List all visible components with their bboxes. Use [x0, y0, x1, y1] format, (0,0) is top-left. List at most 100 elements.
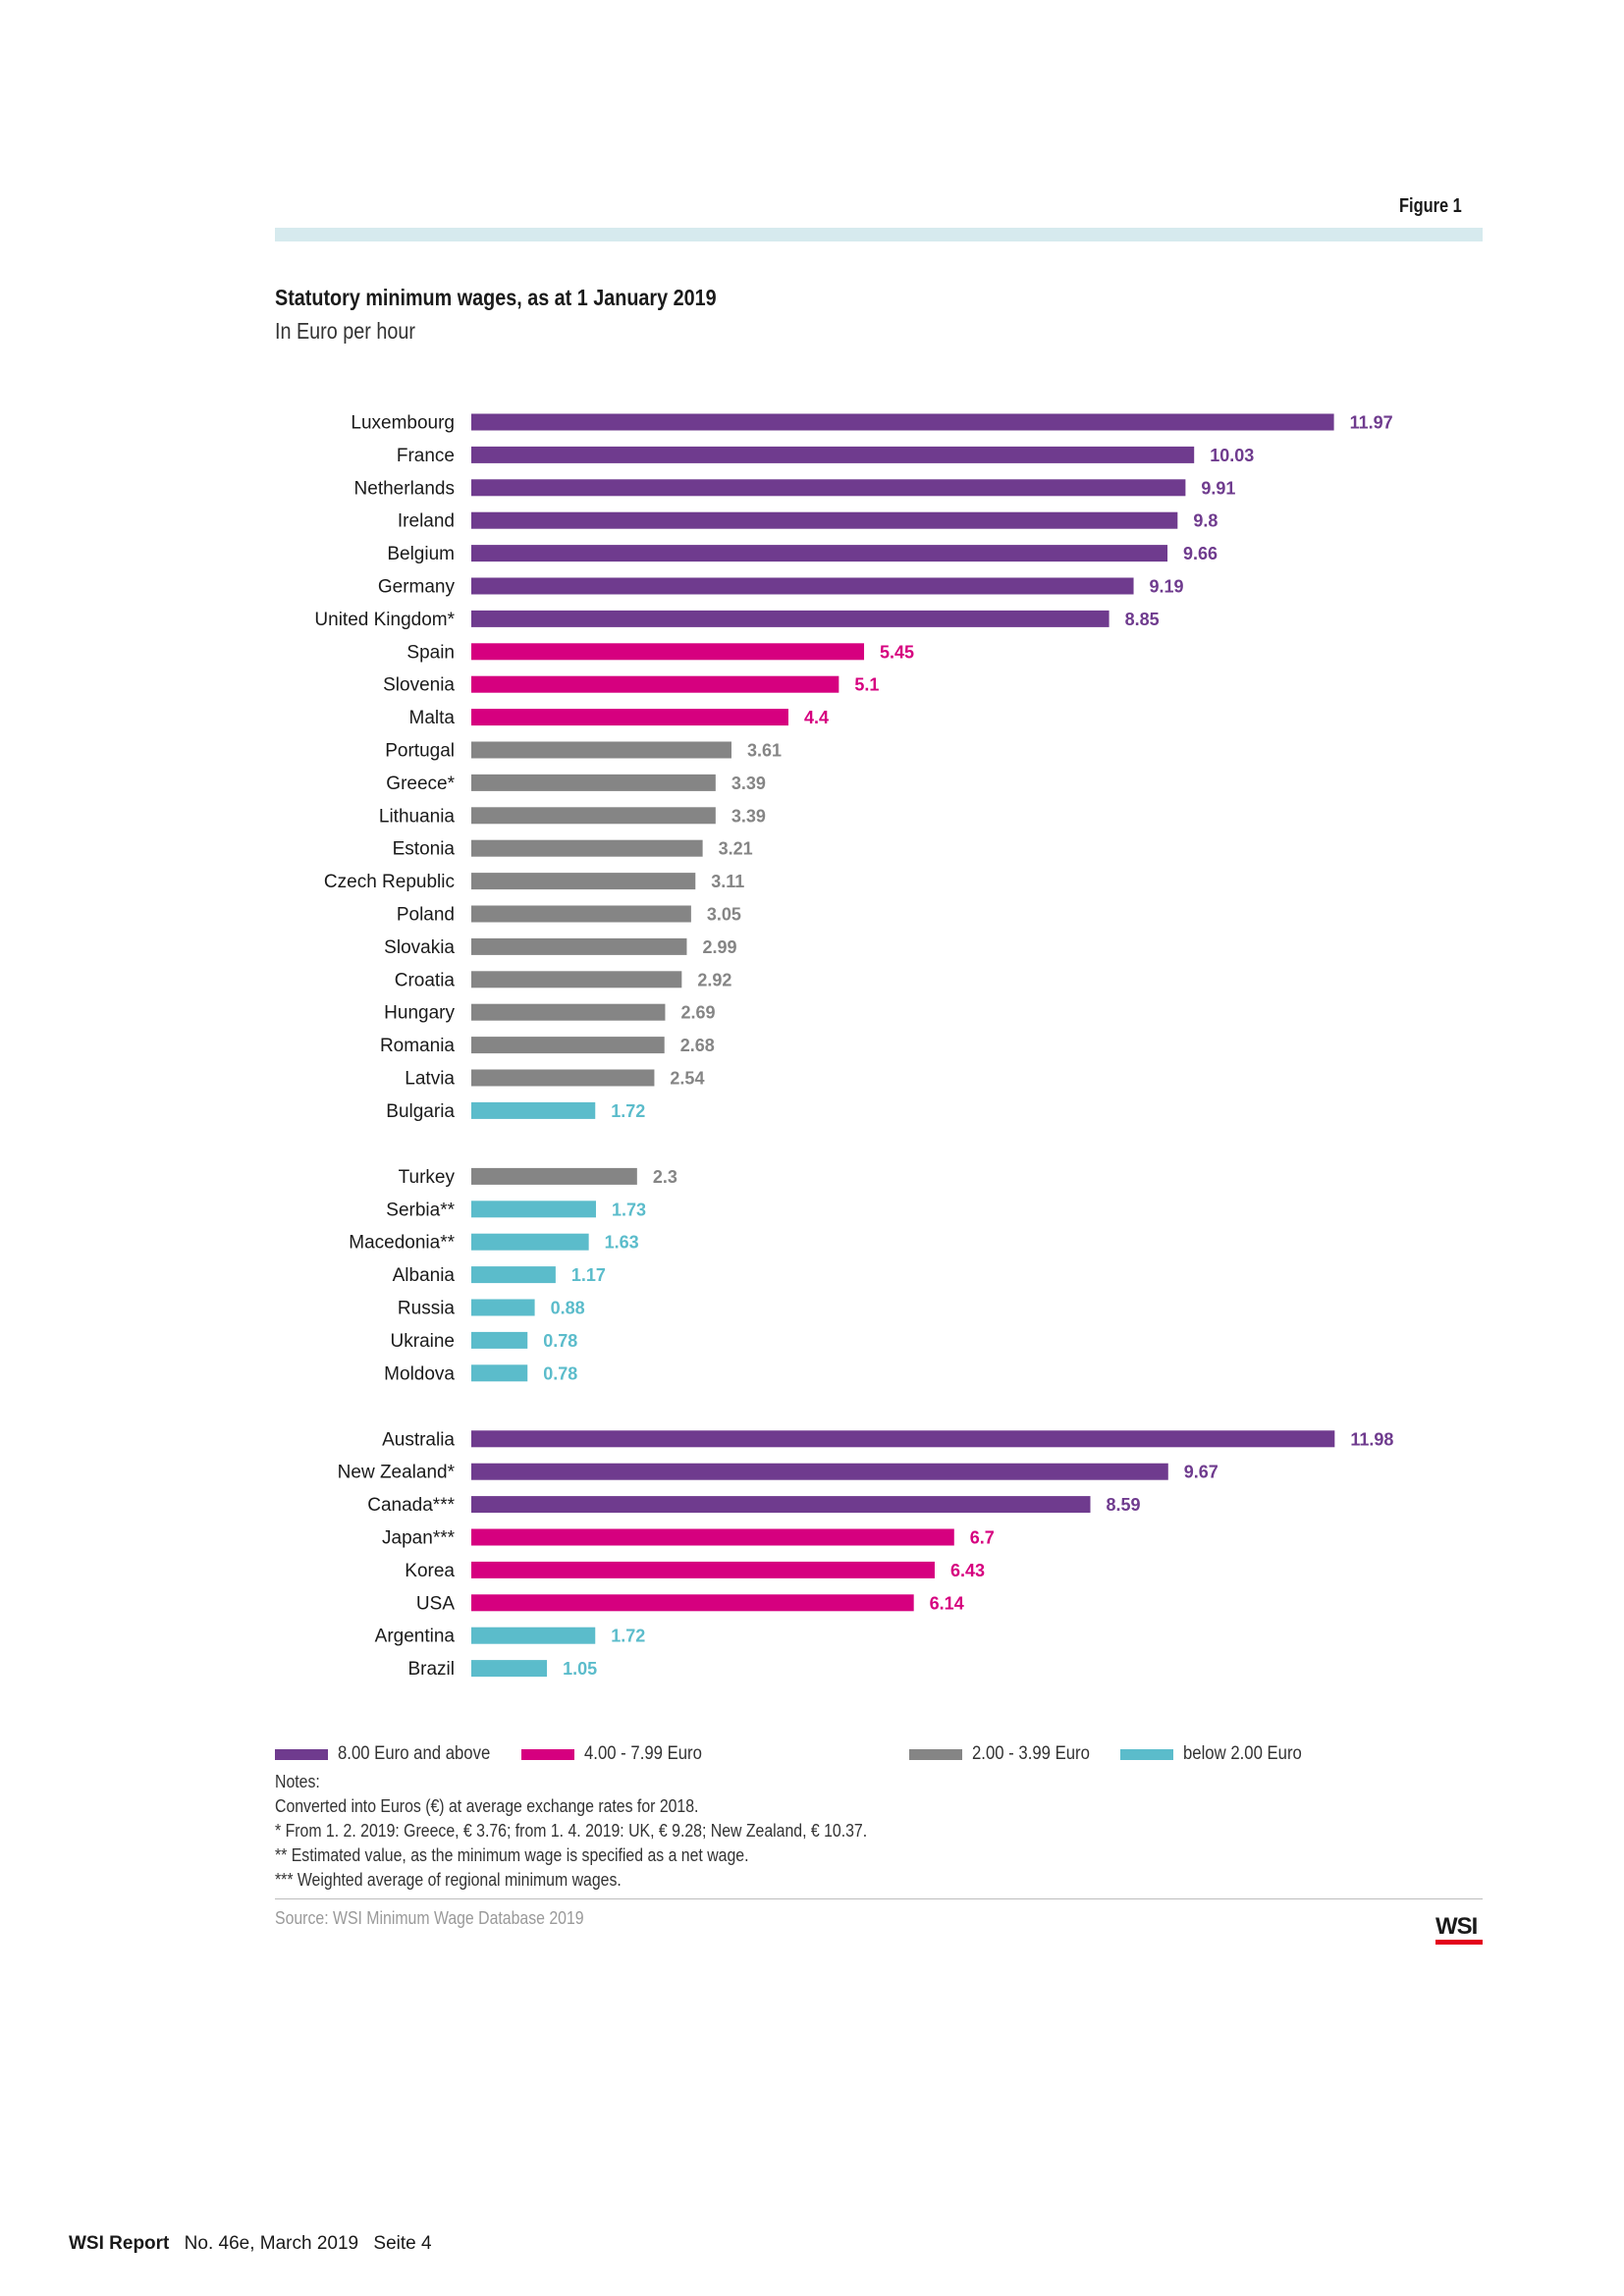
bar — [471, 446, 1195, 463]
bar — [471, 1167, 637, 1185]
value-label: 1.73 — [612, 1200, 646, 1219]
category-label: Slovakia — [384, 937, 455, 958]
value-label: 2.3 — [653, 1167, 677, 1187]
value-label: 11.98 — [1350, 1429, 1393, 1449]
category-label: Bulgaria — [386, 1101, 455, 1122]
footer-issue: No. 46e, March 2019 — [184, 2233, 359, 2254]
source-note: Source: WSI Minimum Wage Database 2019 — [275, 1908, 584, 1928]
wsi-logo: WSI — [1435, 1914, 1483, 1948]
bar — [471, 709, 788, 726]
legend-item-band-1: 8.00 Euro and above — [275, 1743, 511, 1765]
legend-item-band-4: below 2.00 Euro — [1120, 1743, 1318, 1765]
value-label: 5.45 — [880, 642, 914, 662]
category-label: Argentina — [375, 1627, 456, 1647]
logo-text: WSI — [1435, 1913, 1478, 1940]
bar-chart: Luxembourg 11.97 France 10.03 Netherlands 9.9… — [314, 413, 1393, 1681]
top-rule — [275, 228, 1483, 241]
bar — [471, 1299, 535, 1316]
bar — [471, 1627, 596, 1644]
bar — [471, 675, 839, 693]
category-label: Australia — [382, 1429, 455, 1450]
logo-underline — [1435, 1940, 1483, 1945]
legend-label-band-3: 2.00 - 3.99 Euro — [972, 1743, 1090, 1764]
value-label: 3.05 — [707, 905, 741, 925]
bar — [471, 1594, 914, 1612]
note-line: ** Estimated value, as the minimum wage … — [275, 1845, 749, 1865]
value-label: 3.21 — [719, 839, 753, 859]
category-label: Portugal — [385, 741, 455, 762]
chart-subtitle: In Euro per hour — [275, 318, 415, 344]
category-label: Moldova — [384, 1363, 455, 1384]
value-label: 8.85 — [1125, 610, 1160, 629]
category-label: Turkey — [399, 1167, 456, 1188]
bar — [471, 937, 687, 955]
chart-title: Statutory minimum wages, as at 1 January… — [275, 285, 717, 310]
legend-label-band-4: below 2.00 Euro — [1183, 1743, 1302, 1764]
category-label: Czech Republic — [324, 872, 455, 892]
bar — [471, 1660, 548, 1678]
category-label: Germany — [378, 577, 456, 598]
bar — [471, 1201, 596, 1218]
legend-label-band-1: 8.00 Euro and above — [338, 1743, 491, 1764]
footer-page: Seite 4 — [373, 2233, 432, 2254]
category-label: United Kingdom* — [314, 610, 455, 630]
bottom-rule — [275, 1898, 1483, 1899]
value-label: 4.4 — [804, 708, 829, 727]
category-label: Korea — [405, 1561, 455, 1581]
value-label: 9.8 — [1193, 511, 1218, 531]
bar — [471, 839, 703, 857]
bar — [471, 577, 1134, 595]
value-label: 1.63 — [605, 1233, 639, 1253]
value-label: 10.03 — [1210, 446, 1254, 465]
value-label: 3.11 — [711, 872, 744, 891]
bar — [471, 873, 696, 890]
category-label: USA — [416, 1593, 455, 1614]
category-label: Netherlands — [354, 478, 455, 499]
category-label: New Zealand* — [338, 1463, 456, 1483]
value-label: 3.39 — [731, 806, 766, 826]
bar — [471, 643, 865, 661]
category-label: France — [397, 446, 455, 466]
value-label: 2.92 — [697, 970, 731, 989]
value-label: 9.19 — [1150, 577, 1184, 597]
value-label: 9.67 — [1184, 1463, 1218, 1482]
category-label: Slovenia — [383, 675, 455, 696]
bar — [471, 971, 682, 988]
value-label: 11.97 — [1350, 413, 1393, 433]
value-label: 6.43 — [950, 1561, 985, 1580]
category-label: Greece* — [386, 774, 455, 794]
category-label: Russia — [398, 1299, 456, 1319]
notes-heading: Notes: — [275, 1772, 320, 1791]
value-label: 2.68 — [680, 1036, 715, 1055]
legend: 8.00 Euro and above 4.00 - 7.99 Euro 2.0… — [0, 1743, 1624, 1773]
notes: Notes: Converted into Euros (€) at avera… — [275, 1770, 1483, 1893]
bar — [471, 807, 716, 825]
value-label: 1.72 — [611, 1627, 645, 1646]
category-label: Estonia — [393, 839, 456, 860]
category-label: Albania — [393, 1265, 456, 1286]
category-label: Malta — [409, 708, 456, 728]
bar — [471, 1463, 1168, 1480]
value-label: 2.54 — [670, 1069, 704, 1089]
category-label: Poland — [397, 905, 455, 926]
legend-item-band-2: 4.00 - 7.99 Euro — [521, 1743, 718, 1765]
bar — [471, 1561, 935, 1578]
category-label: Luxembourg — [351, 413, 455, 434]
value-label: 3.61 — [747, 741, 782, 761]
bar — [471, 610, 1110, 627]
legend-swatch-band-3 — [909, 1748, 962, 1760]
bar — [471, 545, 1168, 562]
bar — [471, 905, 691, 923]
figure-label: Figure 1 — [1399, 195, 1462, 217]
category-label: Belgium — [387, 544, 455, 564]
bar — [471, 413, 1334, 431]
legend-item-band-3: 2.00 - 3.99 Euro — [909, 1743, 1106, 1765]
value-label: 0.78 — [543, 1331, 577, 1351]
note-line: *** Weighted average of regional minimum… — [275, 1870, 622, 1890]
value-label: 5.1 — [854, 675, 879, 695]
value-label: 3.39 — [731, 774, 766, 793]
bar — [471, 1364, 528, 1382]
bar — [471, 1037, 665, 1054]
category-label: Ireland — [398, 511, 455, 532]
bar — [471, 1266, 556, 1284]
